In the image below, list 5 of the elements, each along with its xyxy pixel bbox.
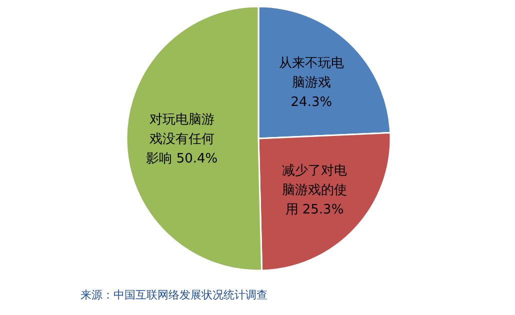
source-note: 来源：中国互联网络发展状况统计调查 [80,288,268,302]
slice-label: 对玩电脑游戏没有任何影响 50.4% [146,112,218,166]
slice-label: 从来不玩电脑游戏 [278,56,344,91]
slice-label: 减少了对电脑游戏的使用 25.3% [282,164,347,218]
data-label: 24.3% [290,95,332,110]
